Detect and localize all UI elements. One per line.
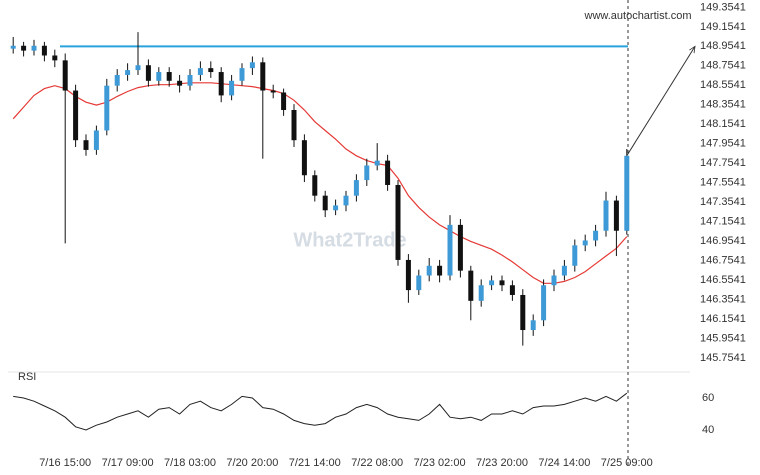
- candle-body: [478, 285, 484, 301]
- y-tick-label: 146.7541: [700, 254, 746, 266]
- candle-body: [364, 165, 370, 181]
- candle-body: [561, 265, 567, 276]
- x-tick-label: 7/24 14:00: [538, 457, 590, 469]
- x-tick-label: 7/16 15:00: [39, 457, 91, 469]
- y-tick-label: 147.9541: [700, 138, 746, 150]
- forecast-arrow: [626, 46, 695, 157]
- candle-body: [177, 80, 183, 86]
- candle-body: [93, 130, 99, 150]
- rsi-line: [13, 392, 628, 431]
- watermark: What2Trade: [293, 229, 406, 251]
- candle-body: [41, 45, 47, 56]
- candle-body: [613, 200, 619, 231]
- candle-body: [312, 175, 318, 196]
- x-tick-label: 7/25 09:00: [601, 457, 653, 469]
- x-tick-label: 7/17 09:00: [102, 457, 154, 469]
- candle-body: [135, 65, 141, 71]
- x-tick-label: 7/20 20:00: [226, 457, 278, 469]
- candle-body: [10, 45, 16, 49]
- candle-body: [333, 205, 339, 211]
- candle-body: [229, 80, 235, 96]
- candle-body: [374, 160, 380, 166]
- y-tick-label: 148.3541: [700, 99, 746, 111]
- y-tick-label: 60: [702, 392, 714, 404]
- candle-body: [385, 160, 391, 185]
- y-tick-label: 145.9541: [700, 332, 746, 344]
- candle-body: [281, 92, 287, 111]
- candle-body: [145, 65, 151, 81]
- y-tick-label: 148.7541: [700, 60, 746, 72]
- rsi-title: RSI: [18, 371, 36, 383]
- x-tick-label: 7/21 14:00: [289, 457, 341, 469]
- x-tick-label: 7/22 08:00: [351, 457, 403, 469]
- y-tick-label: 146.1541: [700, 313, 746, 325]
- candle-body: [593, 230, 599, 241]
- candle-body: [551, 275, 557, 286]
- y-tick-label: 148.9541: [700, 40, 746, 52]
- candle-body: [156, 72, 162, 81]
- candle-body: [572, 245, 578, 266]
- candle-body: [218, 72, 224, 96]
- y-tick-label: 148.1541: [700, 118, 746, 130]
- source: www.autochartist.com: [584, 10, 692, 22]
- candle-body: [31, 45, 37, 51]
- y-tick-label: 40: [702, 424, 714, 436]
- candle-body: [437, 265, 443, 276]
- candle-body: [249, 62, 255, 69]
- candle-body: [499, 280, 505, 286]
- x-tick-label: 7/18 03:00: [164, 457, 216, 469]
- candle-body: [114, 74, 120, 86]
- candle-body: [208, 68, 214, 73]
- candle-body: [291, 110, 297, 141]
- candle-body: [83, 140, 89, 150]
- candle-body: [73, 90, 79, 141]
- candle-body: [426, 265, 432, 276]
- y-tick-label: 147.7541: [700, 157, 746, 169]
- candle-body: [509, 285, 515, 295]
- moving-average: [12, 82, 628, 284]
- candle-body: [62, 60, 68, 91]
- candle-body: [197, 68, 203, 75]
- candle-body: [582, 240, 588, 246]
- candle-body: [239, 68, 245, 81]
- y-tick-label: 147.1541: [700, 215, 746, 227]
- y-tick-label: 148.5541: [700, 79, 746, 91]
- candle-body: [457, 224, 463, 271]
- candle-body: [166, 72, 172, 81]
- candle-body: [395, 184, 401, 260]
- candle-body: [270, 90, 276, 93]
- y-tick-label: 147.5541: [700, 177, 746, 189]
- candle-body: [125, 70, 131, 75]
- y-tick-label: 146.5541: [700, 274, 746, 286]
- x-tick-label: 7/23 02:00: [414, 457, 466, 469]
- candle-body: [353, 180, 359, 196]
- candle-body: [322, 195, 328, 211]
- candle-body: [405, 259, 411, 291]
- y-tick-label: 149.1541: [700, 21, 746, 33]
- candle-body: [104, 85, 110, 131]
- candle-body: [187, 74, 193, 86]
- candle-body: [468, 270, 474, 301]
- candle-body: [603, 200, 609, 231]
- y-tick-label: 147.3541: [700, 196, 746, 208]
- candle-body: [530, 320, 536, 331]
- candle-body: [21, 45, 27, 51]
- candle-body: [624, 155, 630, 231]
- y-tick-label: 145.7541: [700, 352, 746, 364]
- candle-body: [52, 55, 58, 61]
- candle-body: [489, 280, 495, 286]
- candle-body: [520, 294, 526, 331]
- candle-body: [301, 140, 307, 176]
- candle-body: [541, 285, 547, 321]
- y-tick-label: 149.3541: [700, 1, 746, 13]
- x-tick-label: 7/23 20:00: [476, 457, 528, 469]
- y-tick-label: 146.9541: [700, 235, 746, 247]
- y-tick-label: 146.3541: [700, 293, 746, 305]
- candle-body: [343, 195, 349, 206]
- candle-body: [447, 224, 453, 276]
- candle-body: [416, 275, 422, 291]
- candle-body: [260, 62, 266, 91]
